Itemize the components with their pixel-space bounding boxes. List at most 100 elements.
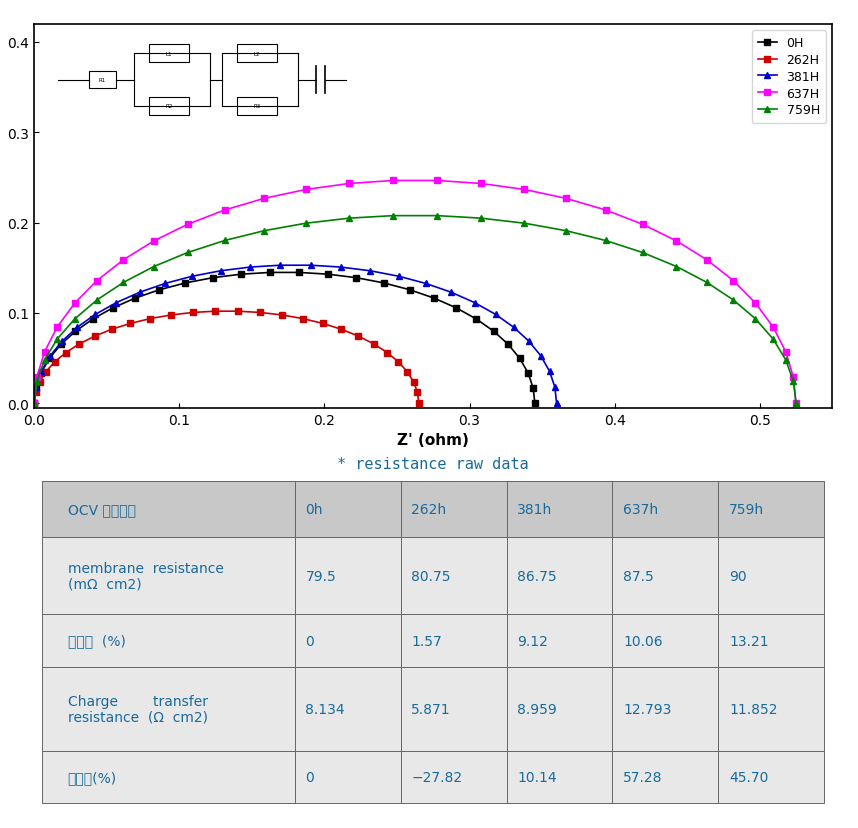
759H [728, 296, 739, 306]
637H [768, 322, 778, 332]
637H [476, 180, 486, 190]
0H [208, 273, 218, 283]
0H [45, 354, 55, 363]
262H [61, 348, 71, 358]
262H [106, 325, 117, 335]
759H [92, 296, 102, 306]
Line: 759H: 759H [32, 214, 799, 407]
759H [791, 398, 801, 408]
262H [369, 339, 379, 349]
759H [118, 278, 129, 288]
0H [108, 304, 118, 314]
0H [130, 294, 141, 304]
0H [351, 273, 361, 283]
Y-axis label: -Z'' (ohm): -Z'' (ohm) [0, 175, 2, 258]
262H [29, 398, 39, 408]
262H [413, 388, 423, 398]
0H [265, 268, 275, 278]
637H [637, 220, 648, 230]
759H [601, 236, 611, 246]
381H [305, 261, 316, 271]
637H [561, 194, 571, 204]
381H [335, 262, 346, 272]
381H [550, 383, 560, 392]
0H [294, 268, 305, 278]
759H [183, 248, 193, 258]
637H [29, 398, 39, 408]
759H [259, 226, 269, 236]
262H [125, 319, 136, 329]
X-axis label: Z' (ohm): Z' (ohm) [397, 432, 469, 447]
381H [36, 367, 46, 377]
262H [276, 310, 287, 320]
262H [402, 367, 413, 377]
637H [781, 347, 791, 357]
381H [111, 298, 121, 308]
381H [469, 298, 480, 308]
0H [405, 286, 415, 296]
759H [29, 398, 39, 408]
381H [535, 351, 546, 361]
637H [39, 347, 50, 357]
759H [301, 219, 311, 229]
381H [523, 337, 534, 347]
637H [301, 185, 311, 195]
0H [503, 340, 513, 350]
637H [671, 237, 681, 247]
Line: 0H: 0H [32, 270, 538, 407]
759H [220, 236, 230, 246]
262H [298, 314, 308, 324]
262H [166, 310, 177, 320]
262H [74, 339, 84, 349]
637H [751, 299, 761, 309]
759H [69, 315, 80, 325]
637H [92, 277, 102, 286]
262H [255, 308, 265, 318]
637H [388, 176, 398, 186]
637H [220, 205, 230, 215]
381H [421, 279, 432, 289]
381H [72, 323, 82, 333]
381H [187, 272, 197, 282]
381H [552, 398, 562, 408]
381H [57, 337, 67, 347]
262H [210, 307, 221, 317]
0H [471, 315, 481, 325]
262H [393, 358, 403, 368]
637H [601, 205, 611, 215]
637H [344, 180, 354, 190]
637H [118, 256, 129, 266]
381H [509, 323, 519, 333]
0H [36, 368, 46, 378]
0H [529, 398, 540, 408]
Line: 637H: 637H [32, 179, 799, 407]
Line: 381H: 381H [32, 263, 559, 407]
637H [432, 176, 443, 186]
637H [52, 322, 63, 332]
262H [233, 307, 243, 317]
Line: 262H: 262H [32, 309, 421, 407]
381H [160, 279, 170, 289]
0H [180, 278, 190, 288]
759H [781, 355, 791, 365]
0H [451, 304, 462, 314]
759H [432, 211, 443, 221]
262H [317, 319, 328, 329]
381H [366, 267, 376, 277]
759H [751, 315, 761, 325]
262H [188, 308, 198, 318]
381H [135, 288, 145, 298]
637H [789, 373, 799, 383]
381H [90, 310, 100, 320]
637H [148, 237, 159, 247]
759H [32, 377, 42, 387]
381H [29, 398, 39, 408]
262H [336, 325, 347, 335]
0H [31, 383, 41, 393]
0H [515, 354, 525, 363]
637H [259, 194, 269, 204]
637H [69, 299, 80, 309]
262H [50, 358, 60, 368]
262H [408, 378, 419, 388]
759H [39, 355, 50, 365]
